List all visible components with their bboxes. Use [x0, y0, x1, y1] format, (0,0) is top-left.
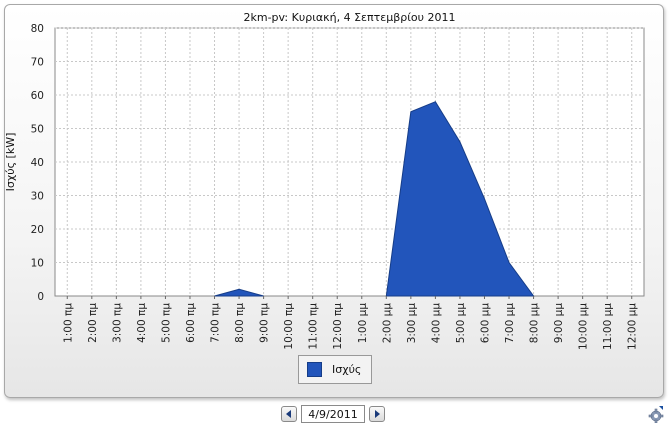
plot-area — [54, 27, 645, 297]
date-navigator — [281, 405, 385, 423]
series-area — [214, 101, 535, 297]
y-axis-title: Ισχύς [kW] — [4, 133, 17, 192]
x-tick-label: 3:00 μμ — [406, 303, 418, 344]
x-tick-label: 4:00 μμ — [430, 303, 442, 344]
x-tick-label: 10:00 μμ — [578, 303, 590, 350]
y-tick-label: 70 — [31, 57, 44, 69]
x-tick-label: 2:00 πμ — [87, 303, 99, 343]
x-tick-label: 8:00 μμ — [529, 303, 541, 344]
x-tick-label: 6:00 πμ — [185, 303, 197, 343]
x-tick-label: 11:00 πμ — [308, 303, 320, 350]
x-tick-label: 6:00 μμ — [479, 303, 491, 344]
x-tick-label: 12:00 μμ — [627, 303, 639, 350]
previous-day-button[interactable] — [281, 406, 297, 422]
grid — [55, 27, 644, 296]
legend: Ισχύς — [298, 355, 372, 384]
x-tick-label: 5:00 πμ — [160, 303, 172, 343]
x-tick-label: 9:00 πμ — [259, 303, 271, 343]
x-tick-label: 5:00 μμ — [455, 303, 467, 344]
y-tick-label: 10 — [31, 258, 44, 270]
y-tick-label: 50 — [31, 124, 44, 136]
x-tick-label: 2:00 μμ — [381, 303, 393, 344]
x-tick-label: 1:00 μμ — [357, 303, 369, 344]
y-tick-label: 60 — [31, 90, 44, 102]
triangle-right-icon — [375, 410, 380, 418]
legend-label: Ισχύς — [332, 363, 362, 376]
x-tick-label: 4:00 πμ — [136, 303, 148, 343]
x-tick-label: 3:00 πμ — [111, 303, 123, 343]
y-tick-label: 30 — [31, 191, 44, 203]
y-tick-label: 40 — [31, 157, 44, 169]
y-tick-label: 80 — [31, 23, 44, 35]
legend-swatch — [307, 362, 322, 377]
x-tick-label: 8:00 πμ — [234, 303, 246, 343]
x-tick-label: 10:00 πμ — [283, 303, 295, 350]
date-input[interactable] — [301, 405, 365, 423]
y-axis-ticks: 0 10 20 30 40 50 60 70 80 — [31, 23, 44, 303]
triangle-left-icon — [286, 410, 291, 418]
gear-icon — [648, 406, 664, 424]
x-tick-label: 11:00 μμ — [602, 303, 614, 350]
y-tick-label: 0 — [37, 291, 44, 303]
chart-title: 2km-pv: Κυριακή, 4 Σεπτεμβρίου 2011 — [243, 11, 455, 24]
x-tick-label: 7:00 πμ — [210, 303, 222, 343]
x-axis-ticks: 1:00 πμ 2:00 πμ 3:00 πμ 4:00 πμ 5:00 πμ 6:00 … — [62, 296, 639, 350]
series-area-segment — [385, 101, 535, 297]
x-tick-label: 1:00 πμ — [62, 303, 74, 343]
y-tick-label: 20 — [31, 224, 44, 236]
settings-button[interactable] — [646, 405, 664, 424]
x-tick-label: 9:00 μμ — [553, 303, 565, 344]
x-tick-label: 12:00 πμ — [332, 303, 344, 350]
next-day-button[interactable] — [369, 406, 385, 422]
x-tick-label: 7:00 μμ — [504, 303, 516, 344]
